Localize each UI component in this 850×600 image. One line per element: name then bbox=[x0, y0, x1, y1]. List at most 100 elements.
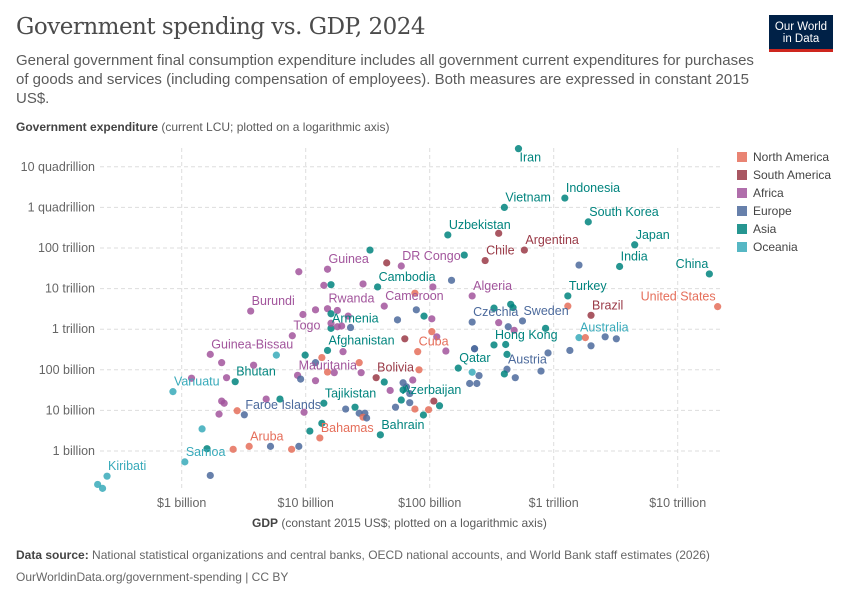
data-point[interactable] bbox=[206, 350, 214, 358]
data-point[interactable] bbox=[511, 374, 519, 382]
data-point[interactable] bbox=[495, 319, 503, 327]
data-point[interactable] bbox=[601, 333, 609, 341]
data-point[interactable] bbox=[495, 229, 503, 237]
data-point[interactable] bbox=[419, 411, 428, 419]
data-point[interactable] bbox=[327, 281, 335, 289]
legend-item-south-america[interactable]: South America bbox=[737, 166, 831, 184]
data-point[interactable] bbox=[541, 324, 550, 332]
data-point[interactable] bbox=[327, 324, 335, 332]
data-point[interactable] bbox=[198, 425, 206, 433]
data-point[interactable] bbox=[518, 317, 527, 325]
data-point[interactable] bbox=[320, 281, 328, 289]
data-point[interactable] bbox=[397, 262, 405, 270]
data-point[interactable] bbox=[468, 292, 476, 300]
legend-item-africa[interactable]: Africa bbox=[737, 184, 831, 202]
data-point[interactable] bbox=[233, 407, 241, 415]
data-point[interactable] bbox=[468, 368, 476, 376]
data-point[interactable] bbox=[581, 334, 589, 342]
data-point[interactable] bbox=[222, 374, 231, 382]
source-url-link[interactable]: OurWorldinData.org/government-spending |… bbox=[16, 570, 289, 584]
data-point[interactable] bbox=[376, 431, 384, 439]
data-point[interactable] bbox=[409, 376, 417, 384]
data-point[interactable] bbox=[181, 458, 189, 466]
data-point[interactable] bbox=[504, 323, 512, 331]
data-point[interactable] bbox=[406, 389, 414, 398]
data-point[interactable] bbox=[327, 319, 335, 327]
data-point[interactable] bbox=[520, 246, 528, 254]
data-point[interactable] bbox=[490, 304, 498, 312]
data-point[interactable] bbox=[500, 370, 508, 378]
data-point[interactable] bbox=[323, 346, 332, 355]
data-point[interactable] bbox=[311, 306, 320, 314]
data-point[interactable] bbox=[428, 328, 436, 336]
data-point[interactable] bbox=[206, 471, 214, 480]
data-point[interactable] bbox=[301, 351, 309, 359]
data-point[interactable] bbox=[372, 374, 380, 382]
data-point[interactable] bbox=[240, 411, 248, 419]
data-point[interactable] bbox=[169, 388, 177, 396]
legend-item-asia[interactable]: Asia bbox=[737, 220, 831, 238]
data-point[interactable] bbox=[344, 312, 352, 320]
data-point[interactable] bbox=[481, 256, 489, 265]
data-point[interactable] bbox=[616, 262, 624, 271]
data-point[interactable] bbox=[514, 145, 523, 153]
data-point[interactable] bbox=[500, 203, 508, 211]
data-point[interactable] bbox=[435, 402, 444, 410]
data-point[interactable] bbox=[393, 316, 402, 324]
data-point[interactable] bbox=[631, 241, 639, 249]
data-point[interactable] bbox=[564, 292, 572, 300]
data-point[interactable] bbox=[537, 367, 545, 375]
data-point[interactable] bbox=[564, 302, 572, 310]
data-point[interactable] bbox=[288, 445, 296, 453]
data-point[interactable] bbox=[466, 379, 474, 388]
data-point[interactable] bbox=[425, 406, 433, 414]
data-point[interactable] bbox=[391, 403, 400, 411]
data-point[interactable] bbox=[220, 399, 228, 407]
data-point[interactable] bbox=[401, 335, 409, 343]
data-point[interactable] bbox=[318, 353, 326, 362]
data-point[interactable] bbox=[247, 307, 255, 315]
data-point[interactable] bbox=[187, 374, 196, 382]
data-point[interactable] bbox=[587, 342, 595, 350]
data-point[interactable] bbox=[98, 484, 107, 492]
data-point[interactable] bbox=[428, 315, 436, 323]
data-point[interactable] bbox=[415, 366, 423, 374]
data-point[interactable] bbox=[316, 434, 324, 442]
data-point[interactable] bbox=[218, 359, 226, 367]
data-point[interactable] bbox=[215, 410, 223, 418]
data-point[interactable] bbox=[380, 302, 388, 310]
data-point[interactable] bbox=[295, 268, 303, 276]
data-point[interactable] bbox=[380, 378, 388, 386]
data-point[interactable] bbox=[587, 311, 595, 319]
data-point[interactable] bbox=[306, 427, 314, 435]
data-point[interactable] bbox=[373, 283, 382, 291]
owid-logo[interactable]: Our World in Data bbox=[769, 15, 833, 52]
data-point[interactable] bbox=[705, 270, 713, 278]
legend-item-oceania[interactable]: Oceania bbox=[737, 238, 831, 256]
data-point[interactable] bbox=[262, 395, 270, 403]
data-point[interactable] bbox=[288, 332, 296, 340]
data-point[interactable] bbox=[363, 414, 371, 422]
data-point[interactable] bbox=[490, 341, 498, 349]
data-point[interactable] bbox=[231, 378, 239, 386]
data-point[interactable] bbox=[320, 399, 328, 407]
data-point[interactable] bbox=[300, 408, 308, 416]
data-point[interactable] bbox=[430, 397, 438, 405]
data-point[interactable] bbox=[357, 369, 365, 377]
data-point[interactable] bbox=[346, 323, 355, 332]
data-point[interactable] bbox=[330, 369, 338, 377]
data-point[interactable] bbox=[406, 399, 414, 407]
data-point[interactable] bbox=[323, 265, 332, 273]
data-point[interactable] bbox=[338, 322, 346, 330]
legend-item-europe[interactable]: Europe bbox=[737, 202, 831, 220]
data-point[interactable] bbox=[399, 386, 407, 394]
data-point[interactable] bbox=[561, 194, 569, 202]
data-point[interactable] bbox=[297, 375, 305, 383]
data-point[interactable] bbox=[433, 333, 441, 341]
data-point[interactable] bbox=[323, 305, 332, 313]
data-point[interactable] bbox=[266, 442, 275, 450]
data-point[interactable] bbox=[612, 335, 620, 343]
data-point[interactable] bbox=[311, 377, 320, 385]
data-point[interactable] bbox=[575, 261, 583, 269]
data-point[interactable] bbox=[411, 405, 419, 413]
